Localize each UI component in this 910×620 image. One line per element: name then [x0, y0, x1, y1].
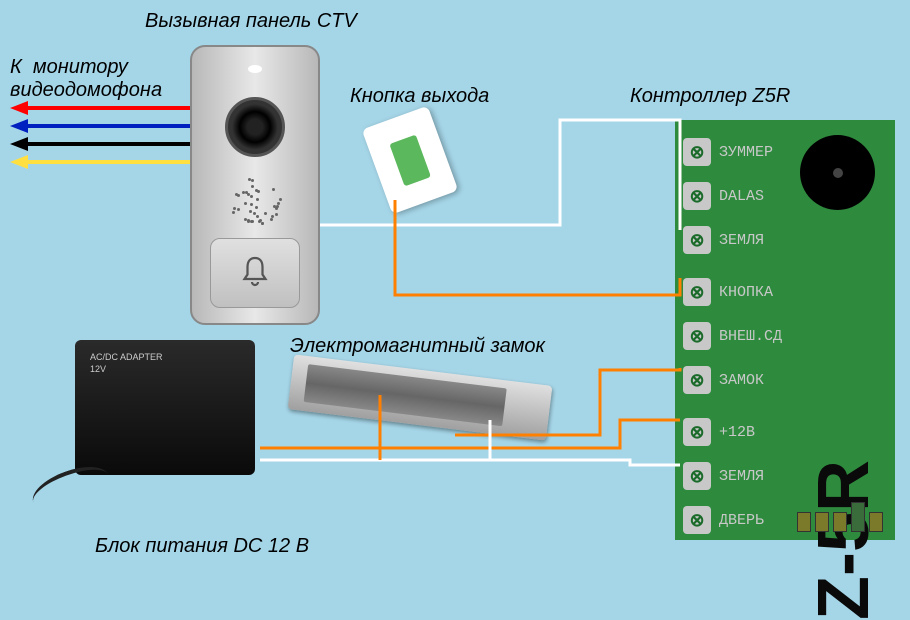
magnetic-lock: [288, 354, 553, 440]
exit-button-title: Кнопка выхода: [350, 85, 489, 108]
terminal-pad: ⊗: [683, 226, 711, 254]
terminal-pad: ⊗: [683, 462, 711, 490]
terminal-row: ⊗ КНОПКА: [683, 278, 773, 306]
controller-pcb: Z-5R ⊗ЗУММЕР⊗DALAS⊗ЗЕМЛЯ⊗КНОПКА⊗ВНЕШ.СД⊗…: [675, 120, 895, 540]
terminal-label: ЗУММЕР: [719, 144, 773, 161]
maglock-title: Электромагнитный замок: [290, 335, 545, 358]
terminal-slot: [833, 512, 847, 532]
terminal-label: +12В: [719, 424, 755, 441]
terminal-label: ДВЕРЬ: [719, 512, 764, 529]
terminal-slot: [797, 512, 811, 532]
bell-button: [210, 238, 300, 308]
terminal-row: ⊗ ЗУММЕР: [683, 138, 773, 166]
terminal-pad: ⊗: [683, 182, 711, 210]
terminal-row: ⊗ ЗЕМЛЯ: [683, 462, 764, 490]
terminal-slot: [851, 502, 865, 532]
terminal-label: КНОПКА: [719, 284, 773, 301]
terminal-label: DALAS: [719, 188, 764, 205]
door-panel: [190, 45, 320, 325]
door-panel-title: Вызывная панель CTV: [145, 10, 357, 33]
terminal-row: ⊗ ЗАМОК: [683, 366, 764, 394]
terminal-pad: ⊗: [683, 506, 711, 534]
terminal-row: ⊗ ВНЕШ.СД: [683, 322, 782, 350]
terminal-pad: ⊗: [683, 278, 711, 306]
terminal-slot: [869, 512, 883, 532]
terminal-row: ⊗ DALAS: [683, 182, 764, 210]
psu-sticker: AC/DC ADAPTER12V: [90, 352, 163, 375]
terminal-label: ЗЕМЛЯ: [719, 468, 764, 485]
terminal-row: ⊗ ДВЕРЬ: [683, 506, 764, 534]
exit-button-device: [362, 106, 459, 215]
buzzer-icon: [800, 135, 875, 210]
terminal-slot: [815, 512, 829, 532]
exit-button-green: [389, 134, 431, 186]
bell-icon: [237, 255, 273, 291]
panel-led: [248, 65, 262, 73]
terminal-pad: ⊗: [683, 138, 711, 166]
terminal-row: ⊗ +12В: [683, 418, 755, 446]
power-supply: AC/DC ADAPTER12V: [75, 340, 255, 475]
camera-icon: [225, 97, 285, 157]
psu-title: Блок питания DC 12 В: [95, 535, 309, 558]
terminal-pad: ⊗: [683, 418, 711, 446]
controller-title: Контроллер Z5R: [630, 85, 790, 108]
terminal-pad: ⊗: [683, 322, 711, 350]
terminal-label: ЗАМОК: [719, 372, 764, 389]
maglock-core: [304, 364, 507, 426]
terminal-pad: ⊗: [683, 366, 711, 394]
terminal-label: ВНЕШ.СД: [719, 328, 782, 345]
monitor-caption: К монитору видеодомофона: [10, 56, 162, 102]
controller-pcb-label: Z-5R: [803, 460, 885, 620]
speaker-icon: [230, 177, 280, 227]
terminal-row: ⊗ ЗЕМЛЯ: [683, 226, 764, 254]
terminal-label: ЗЕМЛЯ: [719, 232, 764, 249]
terminal-block-bottom: [797, 502, 883, 532]
